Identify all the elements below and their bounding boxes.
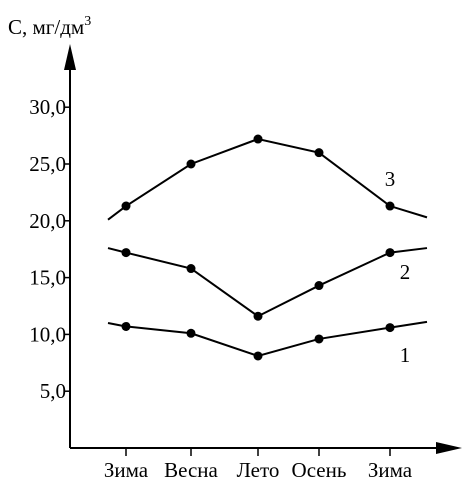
data-point [186,328,196,338]
x-tick-label: Лето [237,458,280,481]
data-point [121,248,131,258]
data-point [253,351,263,361]
y-axis-title-text: C, мг/дм3 [8,14,91,39]
series-line [107,320,428,358]
x-tick-label: Осень [292,458,347,481]
y-tick-label: 30,0 [29,95,66,119]
y-ticks: 5,0 10,0 15,0 20,0 25,0 30,0 [29,95,70,403]
series-label: 3 [385,167,396,191]
x-ticks: Зима Весна Лето Осень Зима [104,448,413,481]
series-label: 1 [400,343,411,367]
data-point [385,248,395,258]
series-1: 1 [107,320,428,367]
data-point [186,159,196,169]
y-axis-arrow-icon [64,44,76,70]
series-label: 2 [400,260,411,284]
series-line [107,247,428,318]
y-tick-label: 25,0 [29,152,66,176]
x-axis-arrow-icon [436,442,462,454]
y-axis-title-main: C, мг/дм [8,15,84,39]
data-point [385,323,395,333]
y-axis-title-superscript: 3 [84,14,91,29]
data-point [121,321,131,331]
y-axis-title: C, мг/дм3 [8,14,91,39]
data-point [314,148,324,158]
series-2: 2 [107,247,428,321]
y-tick-label: 5,0 [40,379,66,403]
y-tick-label: 20,0 [29,209,66,233]
series-3: 3 [107,134,428,221]
data-point [314,281,324,291]
y-tick-label: 10,0 [29,322,66,346]
series-line [107,137,428,221]
series-layer: 1 2 3 [107,134,428,367]
x-tick-label: Зима [368,458,413,481]
axes [64,44,462,454]
data-point [314,334,324,344]
x-tick-label: Зима [104,458,149,481]
data-point [121,201,131,211]
x-tick-label: Весна [164,458,218,481]
data-point [253,134,263,144]
y-tick-label: 15,0 [29,266,66,290]
data-point [186,264,196,274]
data-point [385,201,395,211]
data-point [253,311,263,321]
